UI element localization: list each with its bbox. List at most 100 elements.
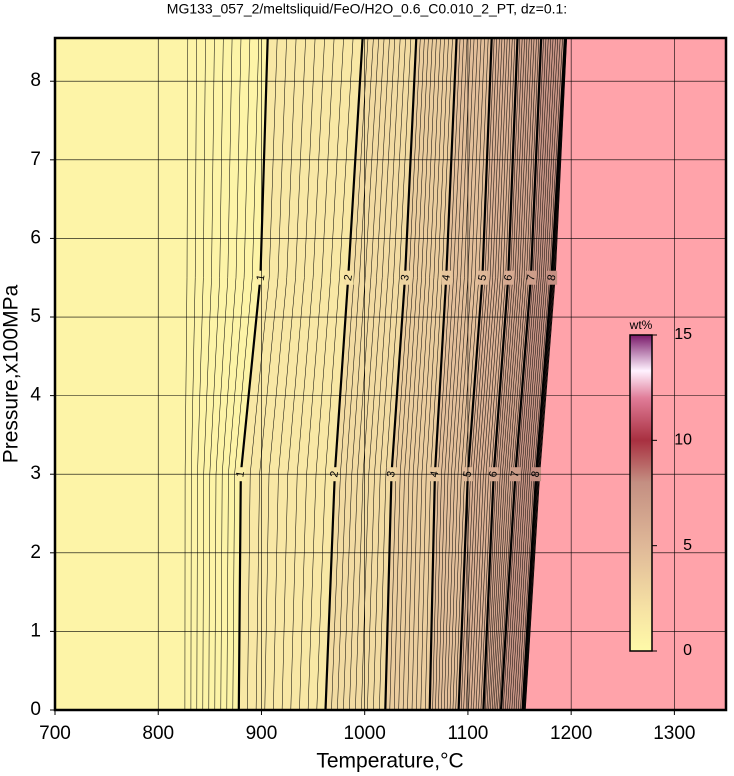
minor-contour	[402, 37, 433, 711]
minor-contour	[449, 37, 482, 711]
minor-contour	[398, 37, 429, 711]
minor-contour	[389, 37, 421, 711]
minor-contour	[524, 37, 567, 711]
label-bg	[343, 270, 354, 285]
minor-contour	[490, 37, 528, 711]
minor-contour	[416, 37, 445, 711]
minor-contour	[331, 37, 369, 711]
minor-contour	[520, 37, 563, 711]
x-tick-label: 700	[39, 723, 71, 744]
contour-label: 6	[502, 274, 515, 282]
minor-contour	[196, 37, 206, 711]
minor-contour	[411, 37, 441, 711]
minor-contour	[255, 37, 287, 711]
minor-contour	[498, 37, 540, 711]
minor-contour	[202, 37, 215, 711]
minor-contour	[361, 37, 396, 711]
y-tick-label: 3	[30, 463, 41, 484]
minor-contour	[214, 37, 233, 711]
minor-contour	[343, 37, 379, 711]
minor-contour	[438, 37, 468, 711]
minor-contour	[273, 37, 306, 711]
minor-contour	[488, 37, 525, 711]
x-tick-label: 1200	[550, 723, 592, 744]
minor-contour	[523, 37, 567, 711]
contour-label: 2	[342, 274, 355, 282]
minor-contour	[502, 37, 544, 711]
minor-contour	[349, 37, 385, 711]
minor-contour	[515, 37, 559, 711]
colorbar	[629, 334, 653, 652]
minor-contour	[290, 37, 325, 711]
minor-contour	[316, 37, 354, 711]
minor-contour	[497, 37, 537, 711]
minor-contour	[478, 37, 513, 711]
minor-contour	[513, 37, 556, 711]
minor-contour	[393, 37, 425, 711]
label-bg	[477, 270, 488, 285]
minor-contour	[337, 37, 374, 711]
y-tick-label: 6	[30, 227, 41, 248]
label-bg	[526, 270, 537, 285]
minor-contour	[484, 37, 521, 711]
frame	[53, 36, 728, 712]
chart-title: MG133_057_2/meltsliquid/FeO/H2O_0.6_C0.0…	[167, 1, 567, 17]
minor-contour	[524, 37, 567, 711]
contour-line	[499, 37, 543, 711]
minor-contour	[486, 37, 523, 711]
contour-line	[428, 37, 458, 711]
contour-label: 3	[399, 274, 412, 282]
contour-line	[521, 37, 567, 711]
minor-contour	[435, 37, 464, 711]
contour-label: 4	[440, 274, 453, 282]
minor-contour	[455, 37, 489, 711]
y-axis-label: Pressure,x100MPa	[0, 284, 23, 463]
minor-contour	[307, 37, 344, 711]
contour-line	[237, 37, 269, 711]
minor-contour	[463, 37, 498, 711]
minor-contour	[507, 37, 549, 711]
minor-contour	[432, 37, 461, 711]
contour-label: 5	[476, 274, 489, 282]
minor-contour	[190, 37, 197, 711]
contour-label: 8	[546, 274, 559, 282]
contour-line	[324, 37, 364, 711]
minor-contour	[208, 37, 224, 711]
y-tick-label: 2	[30, 542, 41, 563]
contour-line	[384, 37, 418, 711]
minor-contour	[299, 37, 335, 711]
minor-contour	[446, 37, 478, 711]
colorbar-tick-label: 5	[683, 537, 692, 554]
y-tick-label: 1	[30, 620, 41, 641]
minor-contour	[420, 37, 449, 711]
minor-contour	[425, 37, 453, 711]
minor-contour	[367, 37, 401, 711]
saturated-region	[525, 38, 726, 710]
colorbar-tick-label: 0	[683, 642, 692, 659]
contour-label: 1	[255, 274, 268, 282]
minor-contour	[493, 37, 532, 711]
minor-contour	[220, 37, 242, 711]
contour-line	[457, 37, 493, 711]
colorbar-tick-label: 10	[674, 432, 692, 449]
minor-contour	[281, 37, 316, 711]
y-tick-label: 8	[30, 70, 41, 91]
plot-area: 1122334455667788	[54, 37, 727, 711]
label-bg	[503, 270, 514, 285]
minor-contour	[525, 37, 568, 711]
minor-contour	[491, 37, 530, 711]
minor-contour	[443, 37, 475, 711]
minor-contour	[373, 37, 406, 711]
colorbar-label: wt%	[629, 318, 653, 332]
minor-contour	[518, 37, 561, 711]
contour-label: 7	[525, 274, 538, 282]
minor-contour	[480, 37, 516, 711]
minor-contour	[509, 37, 551, 711]
minor-contour	[523, 37, 567, 711]
y-tick-label: 7	[30, 149, 41, 170]
y-tick-label: 0	[30, 699, 41, 720]
minor-contour	[475, 37, 510, 711]
minor-contour	[460, 37, 495, 711]
